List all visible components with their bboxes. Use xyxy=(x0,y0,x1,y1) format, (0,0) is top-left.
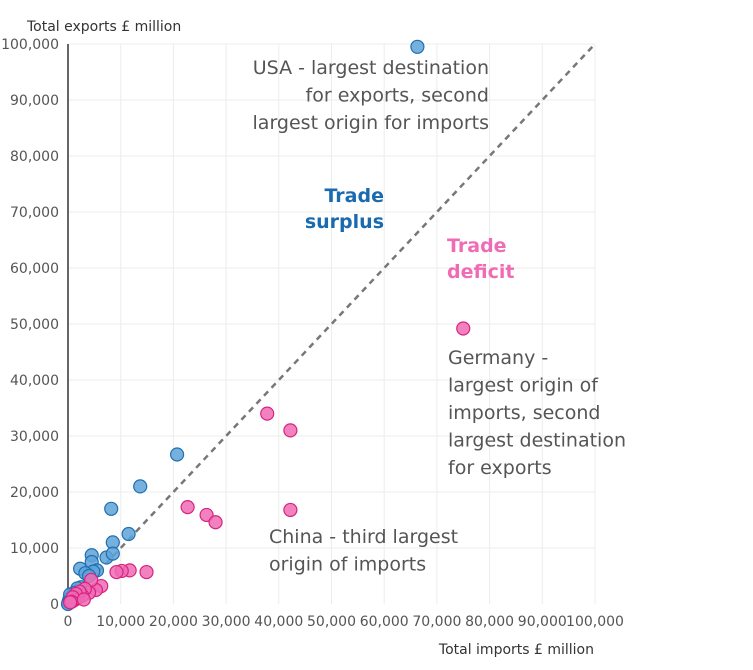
region-label: Trade xyxy=(447,235,507,257)
deficit-point xyxy=(76,592,91,607)
x-tick-label: 30,000 xyxy=(202,614,251,630)
x-tick-label: 90,000 xyxy=(518,614,567,630)
annotation-line: for exports, second xyxy=(306,85,489,107)
x-tick-label: 40,000 xyxy=(254,614,303,630)
annotation-line: Germany - xyxy=(448,347,548,369)
annotation-line: largest origin for imports xyxy=(253,112,489,134)
annotation-line: USA - largest destination xyxy=(253,57,489,79)
y-tick-label: 70,000 xyxy=(10,205,59,221)
y-tick-label: 90,000 xyxy=(10,93,59,109)
parity-reference-line xyxy=(67,43,596,605)
deficit-point xyxy=(283,502,298,518)
deficit-point xyxy=(139,564,154,580)
deficit-point xyxy=(109,564,124,580)
y-tick-label: 80,000 xyxy=(10,149,59,165)
region-label: surplus xyxy=(305,211,384,233)
x-tick-label: 100,000 xyxy=(566,614,624,630)
annotations: Trade surplus Trade deficit USA - largest de… xyxy=(253,57,626,576)
deficit-point xyxy=(180,500,195,515)
y-tick-label: 100,000 xyxy=(1,37,59,53)
x-tick-label: 10,000 xyxy=(96,614,145,630)
y-tick-label: 10,000 xyxy=(10,541,59,557)
region-label: deficit xyxy=(447,261,514,283)
deficit-point xyxy=(208,515,223,530)
x-tick-label: 70,000 xyxy=(412,614,461,630)
y-tick-label: 30,000 xyxy=(10,429,59,445)
y-tick-label: 0 xyxy=(50,597,59,613)
x-tick-label: 20,000 xyxy=(149,614,198,630)
gridlines xyxy=(68,43,596,604)
x-tick-label: 50,000 xyxy=(307,614,356,630)
x-tick-label: 0 xyxy=(64,614,73,630)
x-tick-label: 60,000 xyxy=(360,614,409,630)
surplus-point xyxy=(410,39,425,54)
annotation-line: for exports xyxy=(448,457,552,479)
deficit-point xyxy=(456,321,471,336)
annotation-line: China - third largest xyxy=(269,526,458,548)
y-axis-ticks: 0 10,000 20,000 30,000 40,000 50,000 60,000 70,… xyxy=(1,37,59,613)
y-tick-label: 40,000 xyxy=(10,373,59,389)
surplus-point xyxy=(104,501,119,516)
annotation-line: origin of imports xyxy=(269,554,426,576)
x-axis-title: Total imports £ million xyxy=(438,642,594,658)
surplus-point xyxy=(133,479,148,494)
x-axis-ticks: 0 10,000 20,000 30,000 40,000 50,000 60,000 70,… xyxy=(64,614,624,630)
annotation-line: largest origin of xyxy=(448,375,599,397)
y-tick-label: 50,000 xyxy=(10,317,59,333)
y-tick-label: 20,000 xyxy=(10,485,59,501)
surplus-point xyxy=(169,447,185,462)
region-label: Trade xyxy=(324,185,384,207)
deficit-point xyxy=(260,406,275,421)
annotation-line: imports, second xyxy=(448,402,600,424)
deficit-point xyxy=(63,595,78,610)
surplus-point xyxy=(105,546,120,561)
deficit-point xyxy=(283,423,298,438)
surplus-point xyxy=(121,526,136,542)
data-points xyxy=(60,39,471,612)
y-axis-title: Total exports £ million xyxy=(26,19,181,35)
annotation-line: largest destination xyxy=(448,430,626,452)
y-tick-label: 60,000 xyxy=(10,261,59,277)
x-tick-label: 80,000 xyxy=(465,614,514,630)
